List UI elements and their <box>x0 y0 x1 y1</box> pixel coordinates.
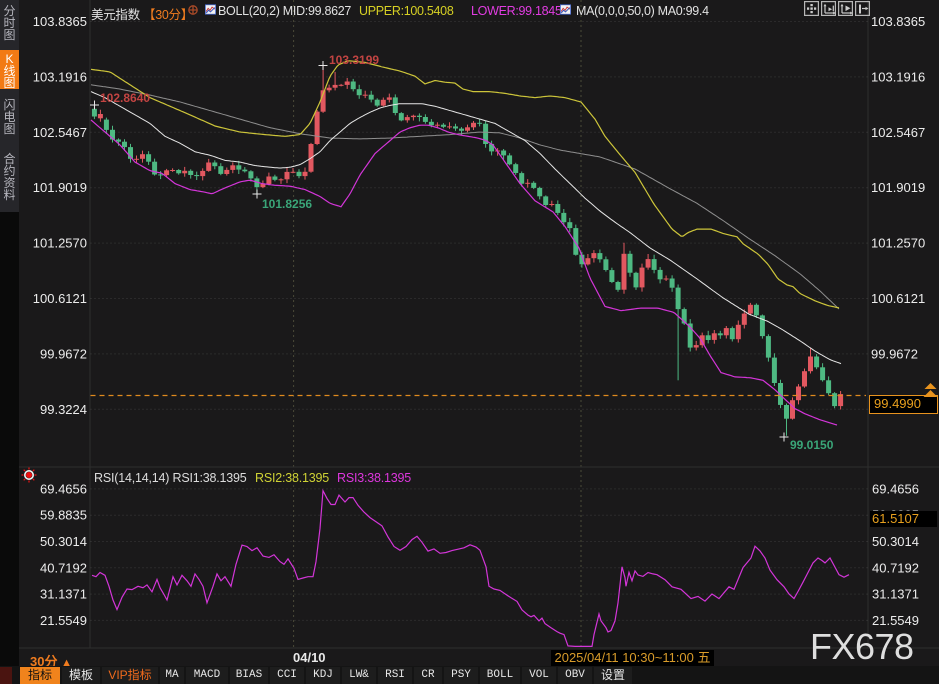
svg-text:40.7192: 40.7192 <box>872 560 919 575</box>
svg-text:69.4656: 69.4656 <box>872 481 919 496</box>
svg-text:103.1916: 103.1916 <box>871 69 925 84</box>
svg-text:50.3014: 50.3014 <box>872 534 919 549</box>
svg-text:101.8256: 101.8256 <box>262 197 312 211</box>
svg-text:103.8365: 103.8365 <box>871 14 925 29</box>
svg-text:99.3224: 99.3224 <box>40 402 87 417</box>
svg-text:50.3014: 50.3014 <box>40 534 87 549</box>
svg-text:102.5467: 102.5467 <box>871 125 925 140</box>
svg-text:102.8640: 102.8640 <box>100 91 150 105</box>
svg-text:69.4656: 69.4656 <box>40 481 87 496</box>
svg-text:101.9019: 101.9019 <box>33 180 87 195</box>
svg-text:21.5549: 21.5549 <box>872 613 919 628</box>
svg-text:31.1371: 31.1371 <box>872 587 919 602</box>
svg-text:103.3199: 103.3199 <box>329 53 379 67</box>
svg-text:99.9672: 99.9672 <box>871 346 918 361</box>
svg-text:101.2570: 101.2570 <box>33 236 87 251</box>
svg-text:40.7192: 40.7192 <box>40 560 87 575</box>
svg-text:103.8365: 103.8365 <box>33 14 87 29</box>
svg-text:21.5549: 21.5549 <box>40 613 87 628</box>
svg-text:101.2570: 101.2570 <box>871 236 925 251</box>
svg-text:31.1371: 31.1371 <box>40 587 87 602</box>
svg-text:59.8835: 59.8835 <box>40 508 87 523</box>
svg-text:99.0150: 99.0150 <box>790 438 834 452</box>
svg-text:99.9672: 99.9672 <box>40 346 87 361</box>
svg-text:100.6121: 100.6121 <box>871 291 925 306</box>
svg-text:102.5467: 102.5467 <box>33 125 87 140</box>
svg-text:103.1916: 103.1916 <box>33 69 87 84</box>
svg-text:101.9019: 101.9019 <box>871 180 925 195</box>
svg-text:100.6121: 100.6121 <box>33 291 87 306</box>
